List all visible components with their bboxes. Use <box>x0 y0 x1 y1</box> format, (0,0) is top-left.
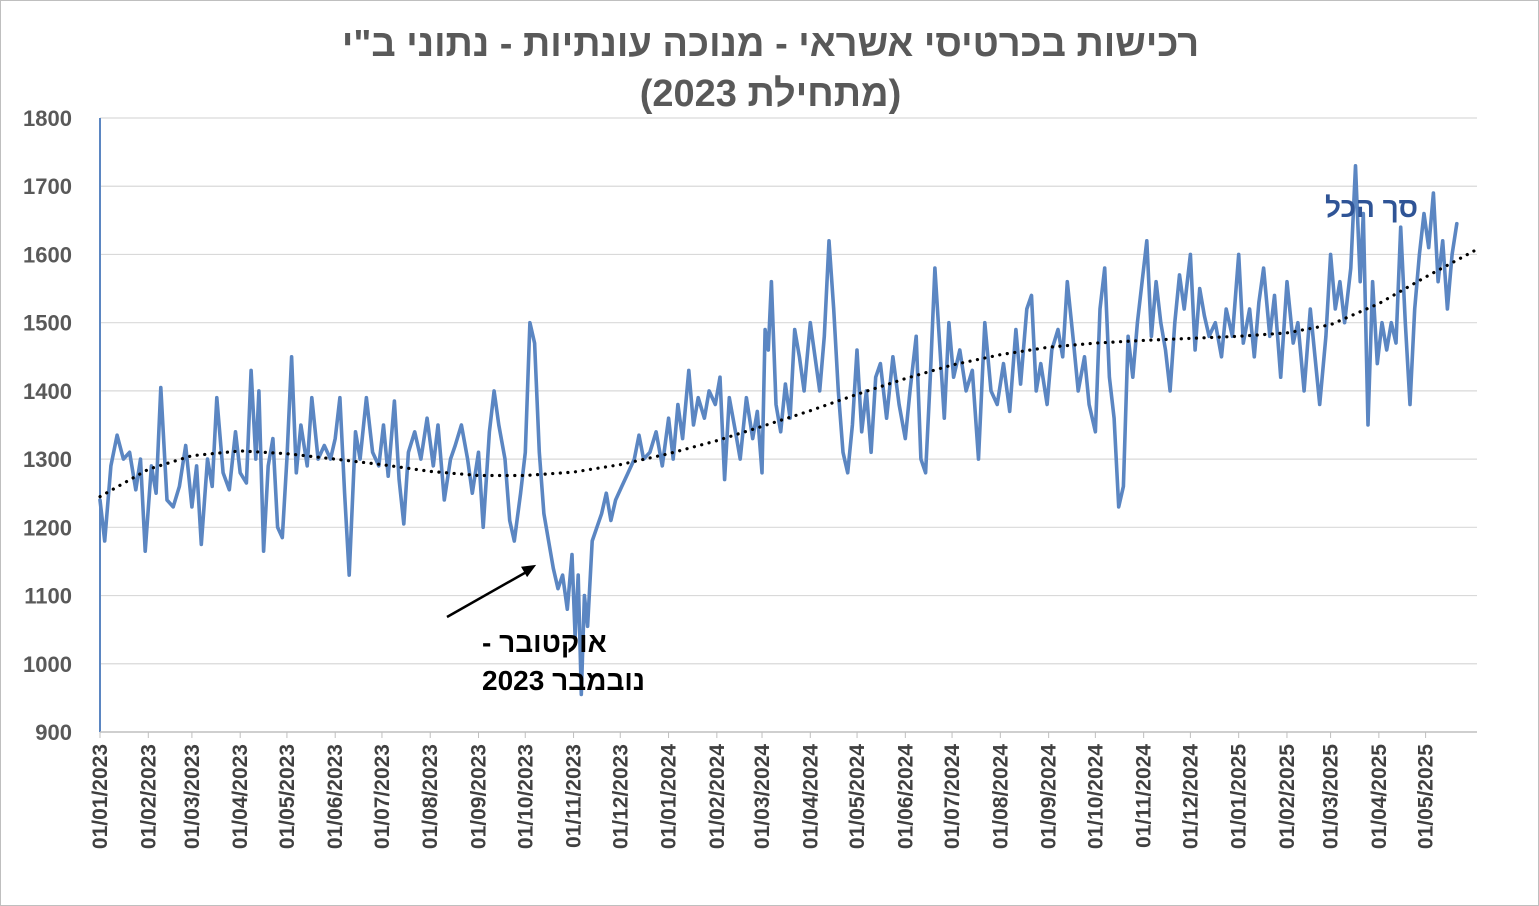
y-tick-label: 1400 <box>23 379 72 404</box>
x-tick-label: 01/12/2023 <box>609 744 632 849</box>
y-axis-ticks: 900 1000 1100 1200 1300 1400 1500 1600 1700 1800 <box>23 106 72 745</box>
x-tick-label: 01/05/2023 <box>276 744 299 849</box>
x-tick-label: 01/12/2024 <box>1179 744 1202 849</box>
x-tick-label: 01/05/2024 <box>846 744 869 849</box>
x-tick-label: 01/09/2024 <box>1038 744 1061 849</box>
y-tick-label: 900 <box>35 720 72 745</box>
x-tick-label: 01/11/2023 <box>563 744 586 848</box>
x-tick-label: 01/03/2023 <box>181 744 204 849</box>
x-tick-label: 01/08/2023 <box>419 744 442 849</box>
y-tick-label: 1300 <box>23 447 72 472</box>
y-tick-label: 1200 <box>23 515 72 540</box>
annotation: אוקטובר - נובמבר 2023 <box>446 564 645 696</box>
x-tick-label: 01/04/2023 <box>229 744 252 849</box>
axes <box>99 118 1477 733</box>
x-tick-label: 01/07/2023 <box>371 744 394 849</box>
x-tick-label: 01/07/2024 <box>941 744 964 849</box>
x-tick-label: 01/06/2023 <box>324 744 347 849</box>
x-axis-ticks: 01/01/2023 01/02/2023 01/03/2023 01/04/2023… <box>89 732 1438 849</box>
x-tick-label: 01/01/2024 <box>658 744 681 849</box>
x-tick-label: 01/02/2025 <box>1276 744 1299 849</box>
gridlines <box>100 117 1477 665</box>
x-tick-label: 01/03/2025 <box>1320 744 1343 849</box>
series-label-total: סך הכל <box>1325 192 1418 223</box>
y-tick-label: 1800 <box>23 106 72 131</box>
chart-title-line-1: רכישות בכרטיסי אשראי - מנוכה עונתיות - נ… <box>341 23 1200 65</box>
x-tick-label: 01/04/2024 <box>799 744 822 849</box>
annotation-line-1: אוקטובר - <box>482 627 607 658</box>
x-tick-label: 01/01/2025 <box>1228 744 1251 849</box>
y-tick-label: 1100 <box>24 584 72 609</box>
x-tick-label: 01/04/2025 <box>1368 744 1391 849</box>
x-tick-label: 01/02/2023 <box>137 744 160 849</box>
annotation-arrow <box>446 568 531 619</box>
annotation-line-2: נובמבר 2023 <box>482 665 645 696</box>
series-line-total <box>98 164 1459 697</box>
y-tick-label: 1500 <box>23 311 72 336</box>
x-tick-label: 01/11/2024 <box>1133 744 1156 848</box>
y-tick-label: 1600 <box>23 242 72 267</box>
x-tick-label: 01/10/2023 <box>514 744 537 849</box>
x-tick-label: 01/10/2024 <box>1084 744 1107 849</box>
x-tick-label: 01/03/2024 <box>751 744 774 849</box>
chart-title-line-2: (מתחילת 2023) <box>639 73 902 115</box>
x-tick-label: 01/02/2024 <box>706 744 729 849</box>
x-tick-label: 01/05/2025 <box>1415 744 1438 849</box>
series-layer <box>98 164 1476 697</box>
annotation-arrowhead <box>521 564 537 578</box>
y-tick-label: 1700 <box>23 174 72 199</box>
x-tick-label: 01/01/2023 <box>89 744 112 849</box>
x-tick-label: 01/09/2023 <box>468 744 491 849</box>
y-tick-label: 1000 <box>23 652 72 677</box>
x-tick-label: 01/06/2024 <box>894 744 917 849</box>
x-tick-label: 01/08/2024 <box>989 744 1012 849</box>
trend-line <box>98 249 1476 499</box>
